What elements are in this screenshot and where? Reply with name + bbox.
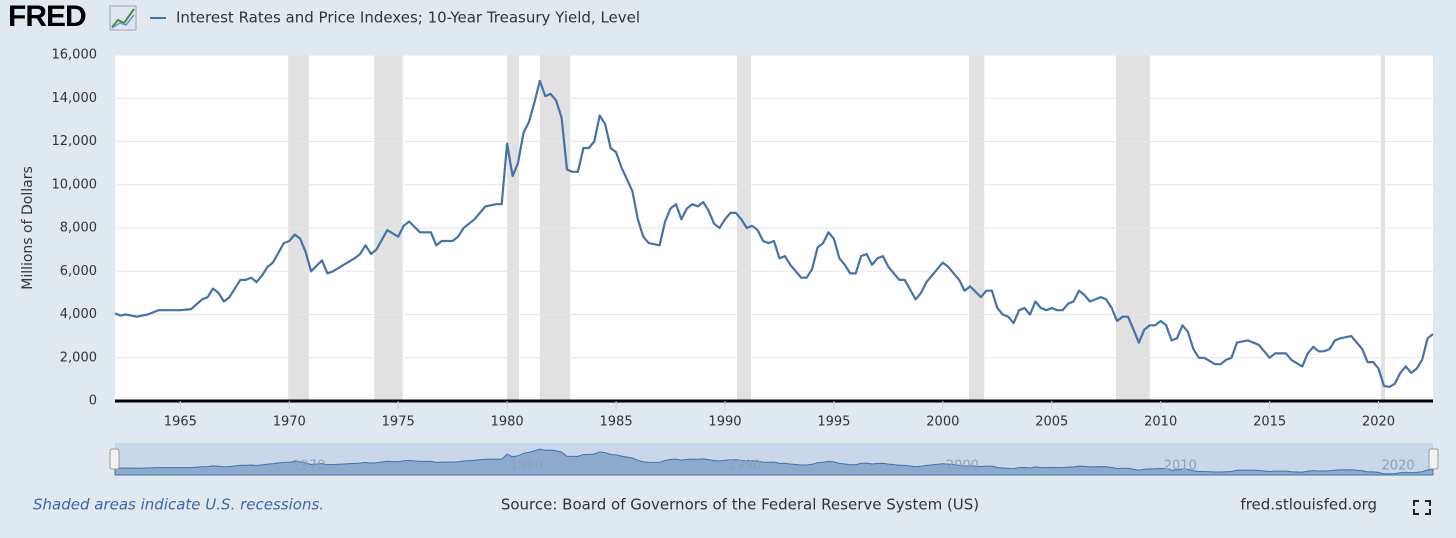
x-tick-label: 2015 xyxy=(1253,415,1286,430)
x-tick-label: 1965 xyxy=(164,415,197,430)
x-tick-label: 1995 xyxy=(817,415,850,430)
navigator-label: 2000 xyxy=(946,459,979,474)
y-axis-label: Millions of Dollars xyxy=(20,166,36,290)
y-tick-label: 14,000 xyxy=(52,91,98,106)
navigator-label: 2010 xyxy=(1164,459,1197,474)
x-tick-label: 1970 xyxy=(273,415,306,430)
navigator-label: 1990 xyxy=(728,459,761,474)
navigator-area xyxy=(114,448,1434,476)
y-tick-label: 4,000 xyxy=(60,307,97,322)
x-tick-label: 1985 xyxy=(600,415,633,430)
x-tick-label: 2005 xyxy=(1035,415,1068,430)
y-tick-label: 6,000 xyxy=(60,264,97,279)
y-tick-label: 0 xyxy=(89,394,97,409)
navigator-label: 1980 xyxy=(510,459,543,474)
series-line xyxy=(114,79,1434,388)
navigator-label: 2020 xyxy=(1382,459,1415,474)
x-tick-label: 1990 xyxy=(708,415,741,430)
logo-icon xyxy=(109,5,137,31)
navigator xyxy=(115,443,1433,475)
x-tick-label: 2020 xyxy=(1362,415,1395,430)
navigator-label: 1970 xyxy=(292,459,325,474)
x-tick-label: 1980 xyxy=(491,415,524,430)
y-tick-label: 2,000 xyxy=(60,350,97,365)
y-tick-label: 16,000 xyxy=(52,48,98,63)
source: Source: Board of Governors of the Federa… xyxy=(501,496,979,514)
y-tick-label: 12,000 xyxy=(52,134,98,149)
recession-note: Shaded areas indicate U.S. recessions. xyxy=(33,496,324,514)
logo: FRED xyxy=(8,0,86,33)
navigator-handle[interactable] xyxy=(1428,448,1439,470)
site-link[interactable]: fred.stlouisfed.org xyxy=(1240,496,1377,514)
navigator-handle[interactable] xyxy=(109,448,120,470)
y-tick-label: 8,000 xyxy=(60,221,97,236)
y-tick-label: 10,000 xyxy=(52,177,98,192)
x-tick-label: 2000 xyxy=(926,415,959,430)
legend-label: Interest Rates and Price Indexes; 10-Yea… xyxy=(176,9,640,27)
x-tick-label: 1975 xyxy=(382,415,415,430)
x-tick-label: 2010 xyxy=(1144,415,1177,430)
fullscreen-icon[interactable] xyxy=(1413,500,1431,515)
